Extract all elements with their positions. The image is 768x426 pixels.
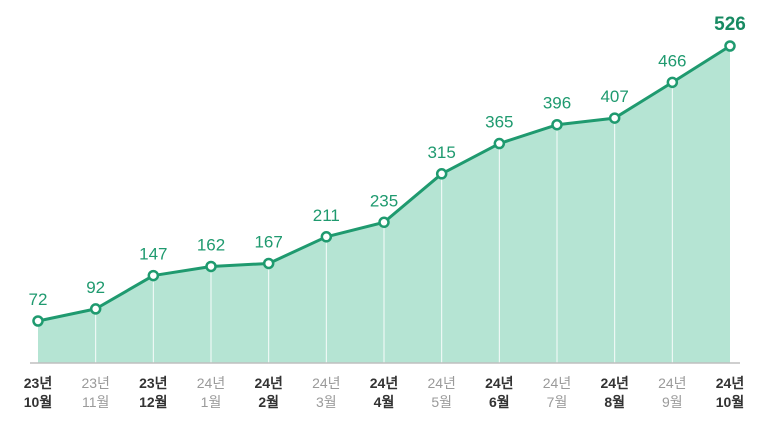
- data-labels: 72 92 147 162 167 211 235 315 365 396 407 466 526: [29, 14, 746, 309]
- tick-label-month: 4월: [374, 394, 395, 410]
- tick-label-month: 10월: [716, 394, 744, 410]
- tick-label-month: 2월: [258, 394, 279, 410]
- tick-label-year: 24년: [427, 375, 455, 391]
- data-label: 235: [370, 191, 398, 210]
- tick-label-year: 24년: [600, 375, 628, 391]
- tick-label-month: 1월: [201, 394, 222, 410]
- tick-label-year: 23년: [81, 375, 109, 391]
- data-label: 396: [543, 94, 571, 113]
- tick-label-year: 24년: [254, 375, 282, 391]
- data-point: [608, 112, 621, 124]
- data-point: [666, 76, 679, 89]
- tick-label-year: 24년: [716, 375, 744, 391]
- data-label: 167: [254, 232, 282, 251]
- data-label: 92: [86, 278, 105, 297]
- data-point: [205, 260, 217, 273]
- drop-lines: [95, 88, 673, 363]
- tick-label-year: 24년: [658, 375, 686, 391]
- tick-label-year: 24년: [197, 375, 225, 391]
- data-point: [551, 118, 563, 131]
- data-point: [89, 303, 102, 315]
- data-point: [378, 216, 390, 229]
- tick-label-month: 3월: [316, 394, 337, 410]
- data-point: [320, 231, 333, 243]
- x-axis-ticks: 23년 10월 23년 11월 23년 12월 24년 1월 24년 2월 24년 3월 24년 4월 24…: [24, 375, 744, 410]
- tick-label-year: 23년: [139, 375, 167, 391]
- data-point: [435, 168, 448, 180]
- data-label: 365: [485, 113, 513, 132]
- tick-label-month: 5월: [431, 394, 452, 410]
- tick-label-year: 24년: [312, 375, 340, 391]
- data-label: 466: [658, 51, 686, 70]
- tick-label-year: 24년: [543, 375, 571, 391]
- data-label: 162: [197, 235, 225, 254]
- tick-label-month: 11월: [82, 394, 109, 410]
- data-point: [262, 257, 275, 270]
- data-points: [32, 40, 736, 327]
- data-point: [724, 40, 736, 52]
- tick-label-month: 10월: [24, 394, 52, 410]
- data-point: [32, 315, 44, 327]
- tick-label-year: 24년: [370, 375, 398, 391]
- tick-label-month: 9월: [662, 394, 683, 410]
- data-label: 315: [427, 143, 455, 162]
- data-point: [493, 137, 506, 150]
- data-label: 407: [600, 87, 628, 106]
- data-label: 72: [29, 290, 48, 309]
- data-label: 526: [714, 14, 746, 35]
- data-label: 147: [139, 245, 167, 264]
- tick-label-month: 7월: [547, 394, 568, 410]
- tick-label-year: 24년: [485, 375, 513, 391]
- data-point: [147, 269, 160, 282]
- tick-label-month: 8월: [604, 394, 625, 410]
- data-label: 211: [313, 206, 340, 225]
- tick-label-month: 12월: [139, 394, 167, 410]
- tick-label-month: 6월: [489, 394, 510, 410]
- tick-label-year: 23년: [24, 375, 52, 391]
